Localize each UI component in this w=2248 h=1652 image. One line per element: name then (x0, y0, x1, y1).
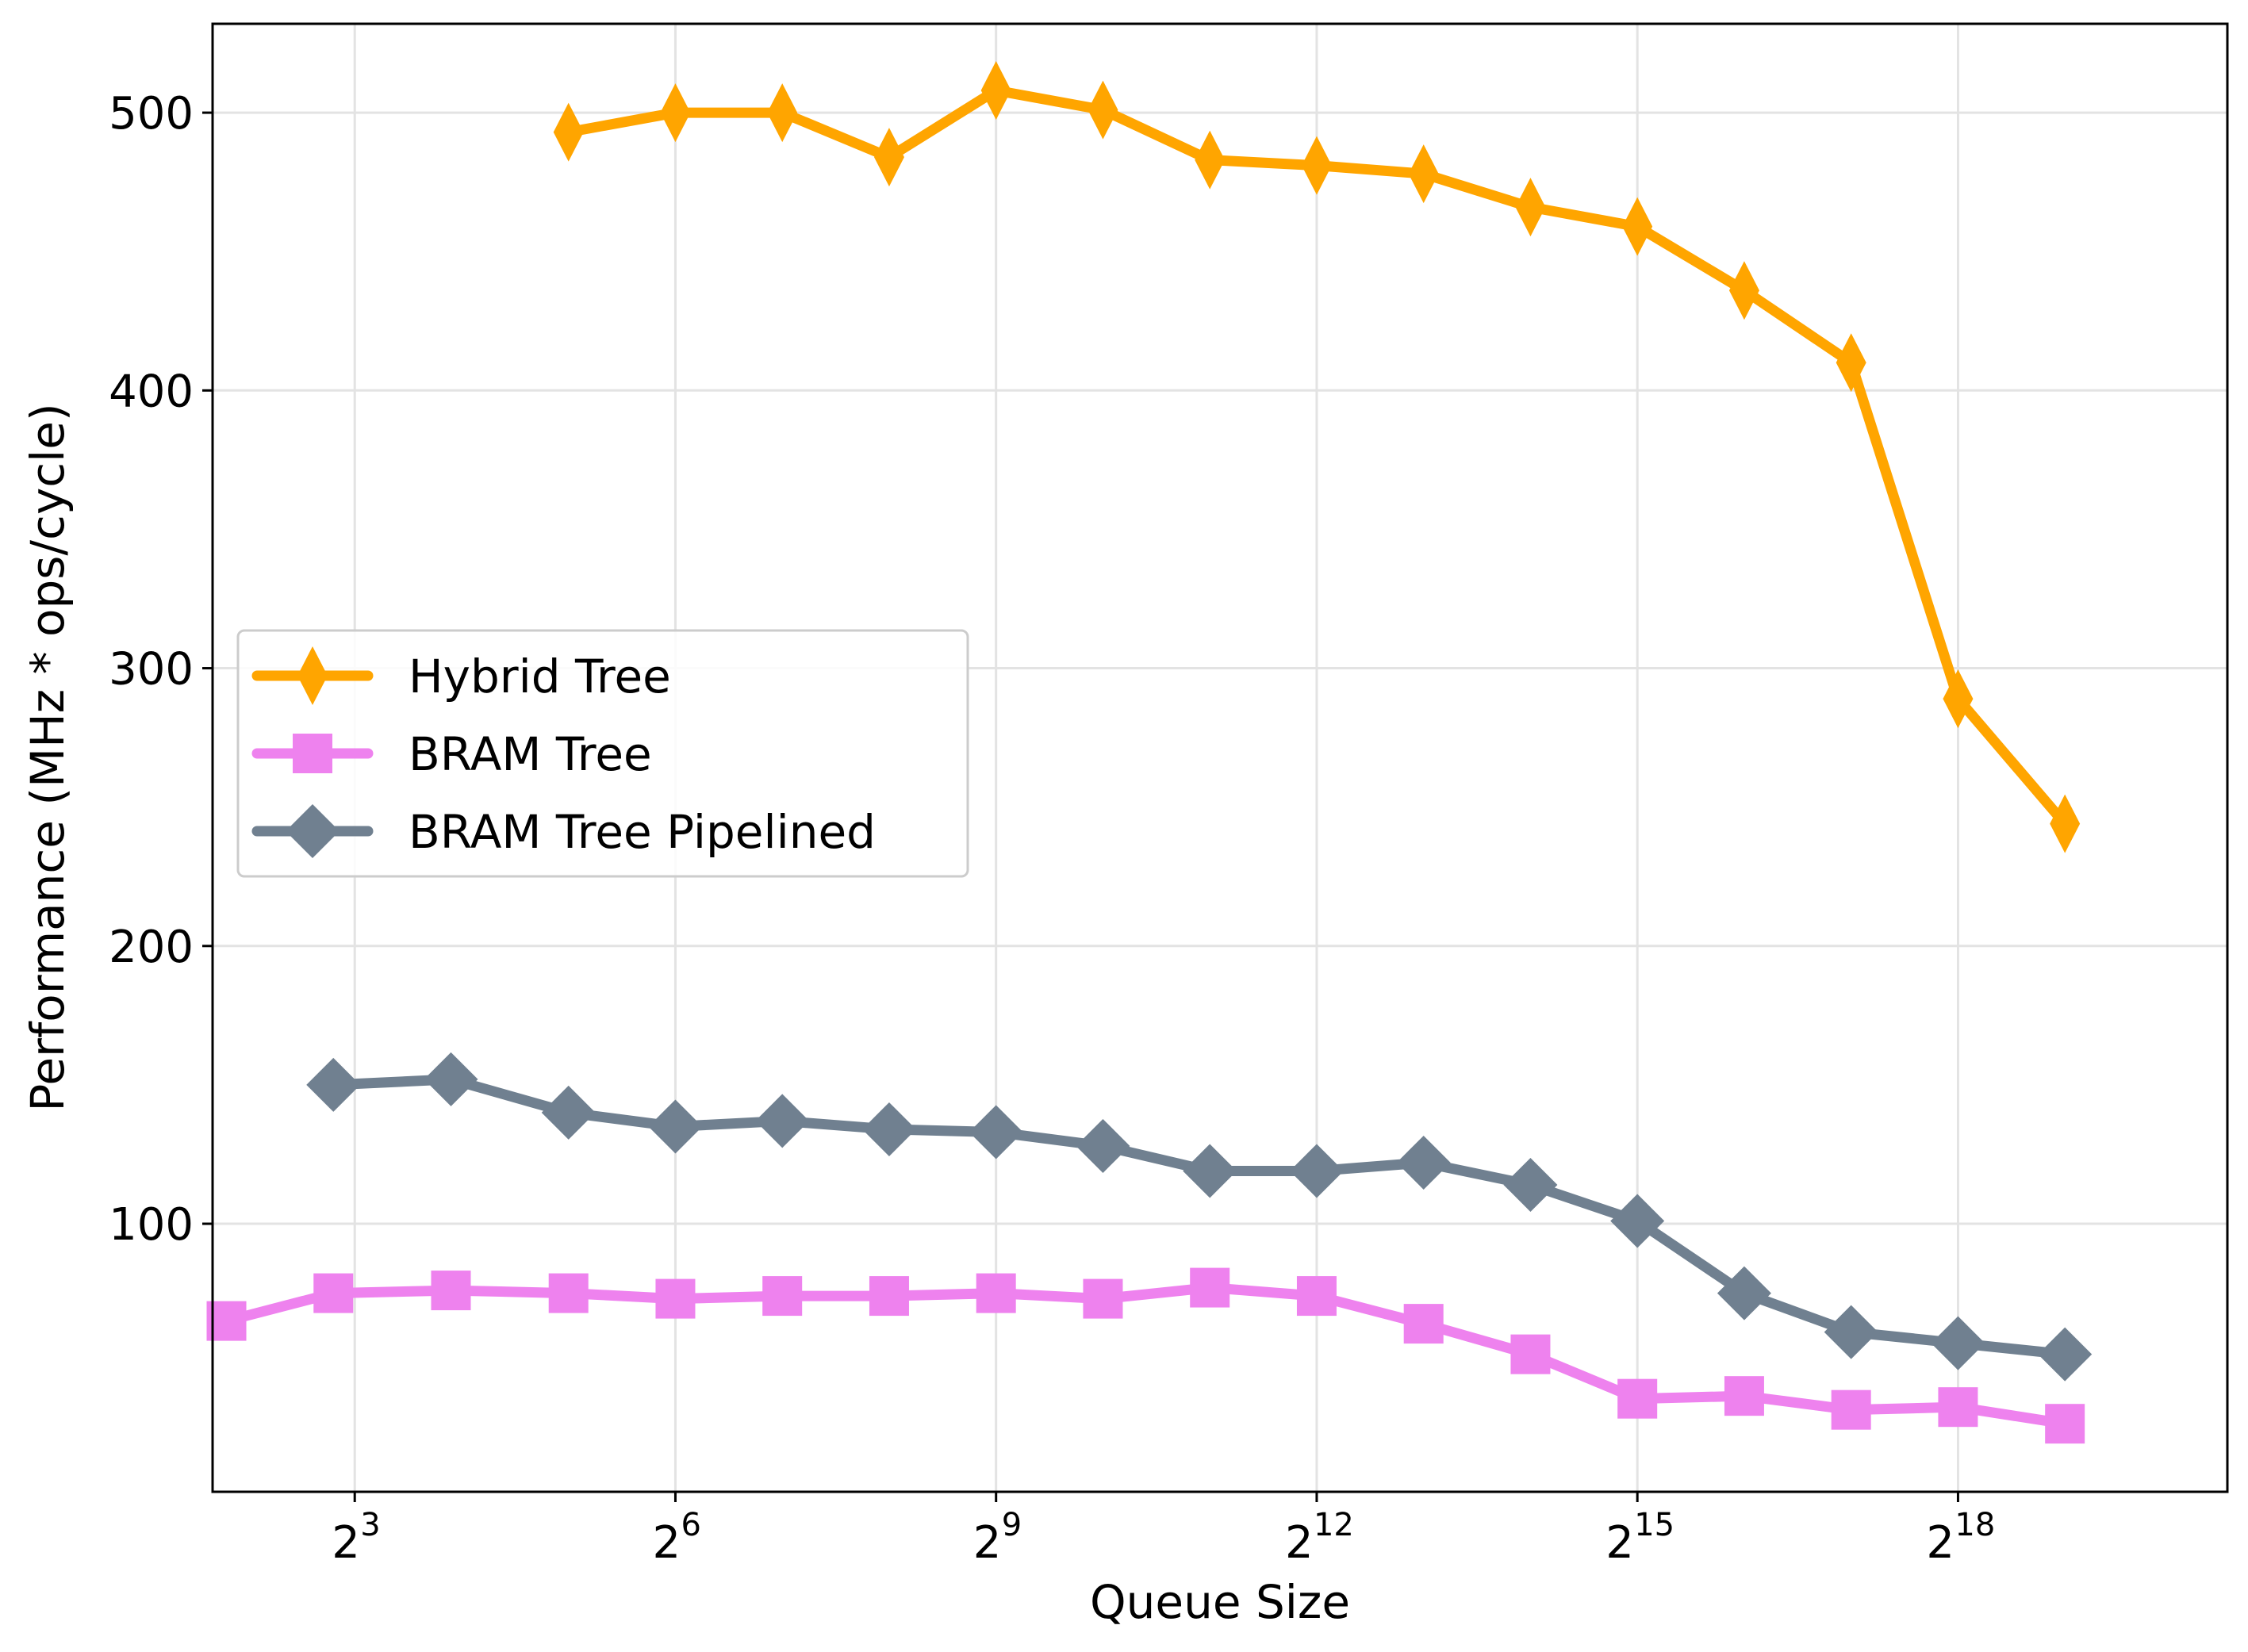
x-tick-base: 2 (1285, 1517, 1314, 1569)
x-tick-base: 2 (973, 1517, 1002, 1569)
series-hybrid-tree (553, 61, 2081, 853)
y-axis-title: Performance (MHz * ops/cycle) (21, 403, 75, 1111)
x-tick-base: 2 (1926, 1517, 1955, 1569)
legend-box (236, 629, 969, 878)
data-point (1408, 144, 1439, 204)
x-axis-title: Queue Size (1090, 1575, 1350, 1629)
data-point (1824, 1305, 1878, 1359)
data-point (1931, 1316, 1985, 1370)
data-point (1503, 1157, 1558, 1212)
data-point (553, 102, 584, 162)
x-tick-exponent: 15 (1634, 1507, 1674, 1543)
legend-label: BRAM Tree (409, 727, 652, 781)
legend-marker (297, 646, 328, 705)
data-point (1183, 1144, 1237, 1198)
data-point (755, 1094, 810, 1148)
data-point (648, 1099, 703, 1154)
data-point (976, 1273, 1016, 1313)
data-point (655, 1278, 696, 1319)
x-tick-base: 2 (332, 1517, 360, 1569)
data-point (1717, 1266, 1771, 1320)
plot-frame (211, 22, 2229, 1493)
legend-item: BRAM Tree Pipelined (251, 804, 876, 859)
series-layer (206, 61, 2093, 1444)
data-point (1190, 1267, 1230, 1308)
x-tick-exponent: 12 (1314, 1507, 1354, 1543)
data-point (980, 61, 1011, 121)
data-point (313, 1273, 354, 1313)
x-tick-exponent: 9 (1002, 1507, 1022, 1543)
y-tick-label: 300 (109, 644, 194, 696)
data-point (1622, 197, 1653, 256)
data-point (1724, 1376, 1764, 1416)
data-point (431, 1271, 471, 1311)
x-tick-base: 2 (652, 1517, 681, 1569)
data-point (1510, 1334, 1551, 1374)
legend-marker (286, 804, 340, 858)
data-point (1831, 1389, 1871, 1430)
data-point (873, 128, 904, 187)
data-point (1728, 261, 1759, 320)
data-point (1396, 1135, 1451, 1190)
data-point (1076, 1118, 1130, 1173)
data-point (1301, 136, 1332, 195)
legend-label: Hybrid Tree (409, 650, 671, 703)
legend-item: BRAM Tree (251, 727, 652, 781)
data-point (1403, 1304, 1444, 1344)
x-tick-exponent: 6 (681, 1507, 700, 1543)
data-point (861, 1102, 916, 1156)
data-point (2045, 1404, 2085, 1444)
data-point (1938, 1387, 1978, 1428)
data-point (2050, 794, 2081, 853)
data-point (869, 1276, 909, 1317)
data-point (2038, 1327, 2093, 1382)
data-point (1515, 178, 1546, 237)
data-point (1617, 1378, 1658, 1419)
x-tick-exponent: 3 (360, 1507, 380, 1543)
data-point (1088, 80, 1118, 140)
y-tick-label: 200 (109, 922, 194, 973)
x-tick-exponent: 18 (1955, 1507, 1995, 1543)
x-tick-base: 2 (1605, 1517, 1634, 1569)
data-point (969, 1105, 1023, 1159)
legend-label: BRAM Tree Pipelined (409, 805, 876, 859)
data-point (767, 83, 798, 143)
data-point (541, 1085, 596, 1140)
y-tick-label: 500 (109, 88, 194, 140)
data-point (1195, 130, 1226, 190)
data-point (1836, 333, 1866, 393)
legend: Hybrid Tree BRAM Tree BRAM Tree Pipelined (236, 629, 969, 878)
legend-item: Hybrid Tree (251, 646, 671, 705)
data-point (1083, 1278, 1123, 1319)
data-point (1943, 669, 1974, 729)
data-point (306, 1057, 361, 1112)
data-point (548, 1273, 589, 1313)
data-point (1610, 1194, 1665, 1248)
data-point (762, 1276, 803, 1317)
series-bram-tree (206, 1267, 2085, 1444)
data-point (660, 83, 691, 143)
data-point (424, 1052, 478, 1106)
series-bram-tree-pipelined (306, 1052, 2093, 1382)
data-point (1289, 1144, 1344, 1198)
legend-marker (293, 734, 332, 773)
y-tick-label: 400 (109, 366, 194, 417)
y-tick-label: 100 (109, 1199, 194, 1251)
data-point (1296, 1276, 1337, 1317)
